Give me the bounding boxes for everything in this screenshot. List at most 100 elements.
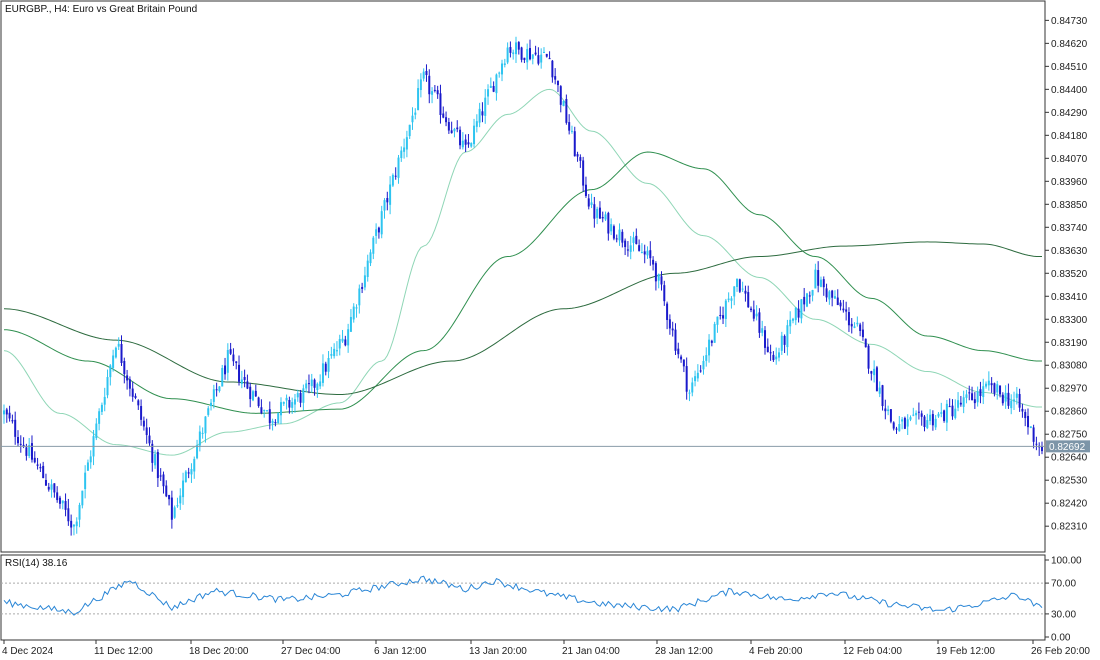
candle-body (803, 296, 806, 305)
candle-body (238, 364, 241, 382)
candle-body (47, 486, 50, 490)
candle-body (621, 231, 624, 243)
candle-body (730, 298, 733, 301)
candle-body (895, 428, 898, 430)
price-tick-label: 0.84620 (1051, 39, 1088, 50)
candle-body (814, 269, 817, 289)
time-tick-label: 18 Dec 20:00 (189, 646, 249, 657)
candle-body (372, 237, 375, 254)
candle-body (576, 154, 579, 157)
candle-body (626, 249, 629, 251)
candle-body (484, 97, 487, 116)
candle-body (361, 287, 364, 289)
candle-body (489, 85, 492, 88)
candle-body (257, 397, 260, 407)
candle-body (316, 383, 319, 391)
candle-body (601, 217, 604, 219)
candle-body (733, 286, 736, 297)
price-panel-frame (0, 0, 1046, 553)
candle-body (710, 340, 713, 343)
candle-body (78, 504, 81, 520)
price-tick-label: 0.84400 (1051, 85, 1088, 96)
candle-body (666, 303, 669, 320)
candle-body (492, 86, 495, 92)
candle-body (724, 300, 727, 319)
time-tick-label: 13 Jan 20:00 (469, 646, 527, 657)
candle-body (512, 52, 515, 55)
candle-body (957, 400, 960, 408)
candle-body (397, 157, 400, 178)
candle-body (246, 381, 249, 389)
candle-body (310, 379, 313, 387)
candle-body (940, 412, 943, 414)
price-tick-label: 0.82640 (1051, 453, 1088, 464)
candle-body (509, 47, 512, 53)
candle-body (570, 130, 573, 132)
candle-body (224, 365, 227, 375)
candle-body (106, 377, 109, 396)
candle-body (173, 507, 176, 518)
time-tick-label: 11 Dec 12:00 (94, 646, 153, 657)
candle-body (148, 435, 151, 444)
candle-body (568, 122, 571, 131)
candle-body (906, 419, 909, 427)
candle-body (948, 406, 951, 408)
candle-body (954, 408, 957, 418)
candle-body (853, 326, 856, 328)
candle-body (123, 360, 126, 375)
candle-body (470, 143, 473, 147)
candle-body (277, 413, 280, 424)
candle-body (436, 90, 439, 95)
candle-body (503, 63, 506, 65)
candle-body (506, 47, 509, 63)
candle-body (327, 358, 330, 372)
price-tick-label: 0.82860 (1051, 407, 1088, 418)
candle-body (548, 58, 551, 60)
candle-body (263, 409, 266, 412)
candle-body (590, 202, 593, 206)
candle-body (968, 392, 971, 394)
candle-body (305, 383, 308, 389)
price-tick-label: 0.84730 (1051, 16, 1088, 27)
candle-body (971, 393, 974, 401)
candle-body (126, 375, 129, 381)
candle-body (501, 63, 504, 75)
time-tick-label: 28 Jan 12:00 (655, 646, 713, 657)
candle-body (428, 75, 431, 95)
candle-body (629, 245, 632, 252)
candle-body (1021, 408, 1024, 412)
candle-body (526, 49, 529, 63)
candle-body (982, 386, 985, 398)
rsi-line (3, 575, 1043, 616)
time-axis: 4 Dec 2024 11 Dec 12:00 18 Dec 20:00 27 Dec… (2, 640, 1090, 657)
candle-body (716, 316, 719, 325)
candle-body (596, 208, 599, 218)
candle-body (184, 471, 187, 482)
candle-body (358, 288, 361, 306)
candle-body (84, 472, 87, 489)
candle-body (565, 98, 568, 123)
candle-body (42, 465, 45, 479)
candle-body (892, 422, 895, 429)
candle-body (67, 508, 70, 522)
candle-body (615, 238, 618, 240)
candle-body (299, 392, 302, 403)
candle-body (75, 521, 78, 527)
candle-body (618, 229, 621, 241)
candle-body (654, 263, 657, 282)
candle-body (279, 402, 282, 416)
candle-body (926, 420, 929, 429)
candle-body (747, 292, 750, 308)
candle-body (481, 111, 484, 116)
candle-body (758, 312, 761, 333)
price-tick-label: 0.82310 (1051, 522, 1088, 533)
candle-body (391, 174, 394, 186)
candle-body (694, 376, 697, 382)
price-tick-label: 0.83410 (1051, 292, 1088, 303)
candle-body (98, 411, 101, 424)
candle-body (456, 127, 459, 130)
candle-body (405, 137, 408, 150)
candle-body (632, 237, 635, 243)
